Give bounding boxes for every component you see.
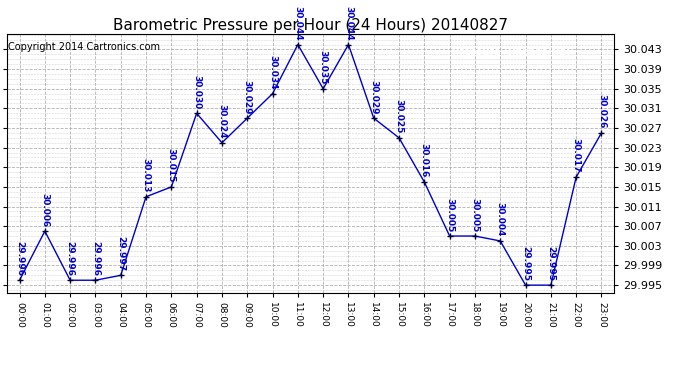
Text: 29.996: 29.996 — [66, 241, 75, 276]
Text: 30.024: 30.024 — [217, 104, 226, 139]
Text: 29.995: 29.995 — [521, 246, 530, 281]
Text: Copyright 2014 Cartronics.com: Copyright 2014 Cartronics.com — [8, 42, 159, 51]
Text: 30.004: 30.004 — [495, 202, 505, 237]
Text: 30.016: 30.016 — [420, 144, 429, 178]
Text: 30.044: 30.044 — [344, 6, 353, 40]
Text: 30.006: 30.006 — [40, 193, 50, 227]
Text: 30.030: 30.030 — [192, 75, 201, 109]
Text: 29.996: 29.996 — [91, 241, 100, 276]
Text: 29.996: 29.996 — [15, 241, 24, 276]
Text: 30.025: 30.025 — [395, 99, 404, 134]
Text: 29.997: 29.997 — [116, 236, 126, 271]
Text: 30.005: 30.005 — [471, 198, 480, 232]
Text: 30.005: 30.005 — [445, 198, 454, 232]
Text: 30.029: 30.029 — [243, 80, 252, 114]
Text: 30.029: 30.029 — [369, 80, 378, 114]
Text: 30.015: 30.015 — [167, 148, 176, 183]
Text: 30.017: 30.017 — [571, 138, 581, 173]
Text: 29.995: 29.995 — [546, 246, 555, 281]
Title: Barometric Pressure per Hour (24 Hours) 20140827: Barometric Pressure per Hour (24 Hours) … — [113, 18, 508, 33]
Text: 30.035: 30.035 — [319, 50, 328, 85]
Text: 30.013: 30.013 — [141, 158, 150, 193]
Text: 30.026: 30.026 — [597, 94, 606, 129]
Text: 30.034: 30.034 — [268, 55, 277, 90]
Text: 30.044: 30.044 — [293, 6, 302, 40]
